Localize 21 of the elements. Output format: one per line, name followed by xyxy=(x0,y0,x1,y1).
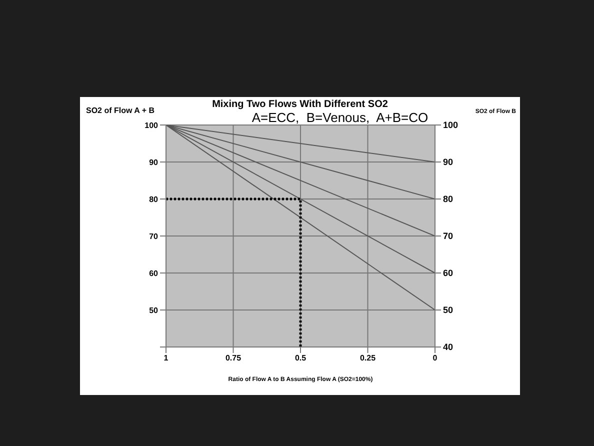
y2-tick-label: 60 xyxy=(443,268,454,278)
y2-tick-label: 50 xyxy=(443,305,454,316)
x-tick-label: 0 xyxy=(432,354,438,363)
x-tick-label: 1 xyxy=(164,354,169,363)
x-tick-label: 0.5 xyxy=(294,354,307,363)
y2-tick-label: 90 xyxy=(443,157,454,168)
x-tick-label: 0.25 xyxy=(360,354,376,363)
y-tick-label: 60 xyxy=(149,268,159,278)
chart-title: Mixing Two Flows With Different SO2 xyxy=(212,99,388,110)
y-axis-title: SO2 of Flow A + B xyxy=(86,106,155,115)
y2-tick-label: 40 xyxy=(443,342,454,352)
y2-tick-label: 70 xyxy=(443,231,454,242)
y2-tick-label: 80 xyxy=(443,194,454,204)
y-tick-label: 90 xyxy=(149,158,159,167)
x-tick-label: 0.75 xyxy=(225,354,242,363)
y-tick-label: 80 xyxy=(149,194,159,204)
chart-subtitle: A=ECC, B=Venous, A+B=CO xyxy=(252,110,428,125)
y-tick-label: 70 xyxy=(149,232,159,241)
y-tick-label: 50 xyxy=(149,306,159,315)
y-tick-label: 100 xyxy=(144,120,159,130)
y2-tick-label: 100 xyxy=(443,120,458,130)
